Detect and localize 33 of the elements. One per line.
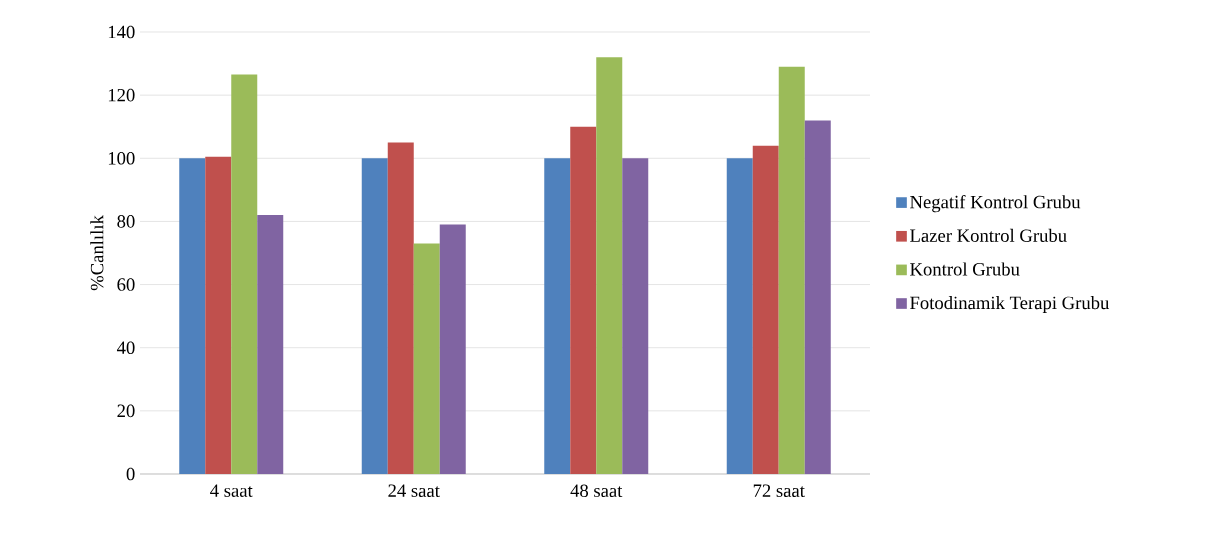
bar	[413, 243, 440, 474]
x-tick-label: 24 saat	[388, 484, 440, 497]
bar	[179, 158, 206, 474]
x-tick-label: 72 saat	[753, 484, 805, 497]
legend-label: Negatif Kontrol Grubu	[910, 194, 1081, 213]
bar	[361, 158, 388, 474]
y-tick-label: 40	[116, 341, 135, 355]
bar	[596, 57, 623, 474]
bar	[622, 158, 649, 474]
bar	[544, 158, 571, 474]
bar	[778, 66, 805, 474]
bar	[570, 126, 597, 474]
x-tick-label: 4 saat	[210, 484, 253, 497]
y-tick-label: 0	[126, 467, 135, 481]
legend-label: Kontrol Grubu	[910, 262, 1020, 276]
y-tick-label: 60	[117, 278, 135, 291]
y-tick-label: 140	[108, 25, 135, 39]
y-tick-label: 100	[108, 151, 135, 165]
bar	[257, 215, 284, 474]
bar	[804, 120, 831, 474]
legend-label: Lazer Kontrol Grubu	[910, 228, 1067, 242]
bar	[439, 224, 466, 474]
bar	[387, 142, 414, 474]
legend-label: Fotodinamik Terapi Grubu	[910, 296, 1110, 313]
bar	[231, 74, 258, 474]
y-axis-title: %Canlılık	[90, 215, 104, 291]
bar	[205, 156, 232, 474]
y-tick-label: 120	[108, 88, 135, 102]
x-tick-label: 48 saat	[570, 484, 623, 497]
bar	[752, 145, 779, 474]
y-tick-label: 80	[117, 215, 135, 228]
bar	[726, 158, 753, 474]
y-tick-label: 20	[117, 404, 135, 418]
